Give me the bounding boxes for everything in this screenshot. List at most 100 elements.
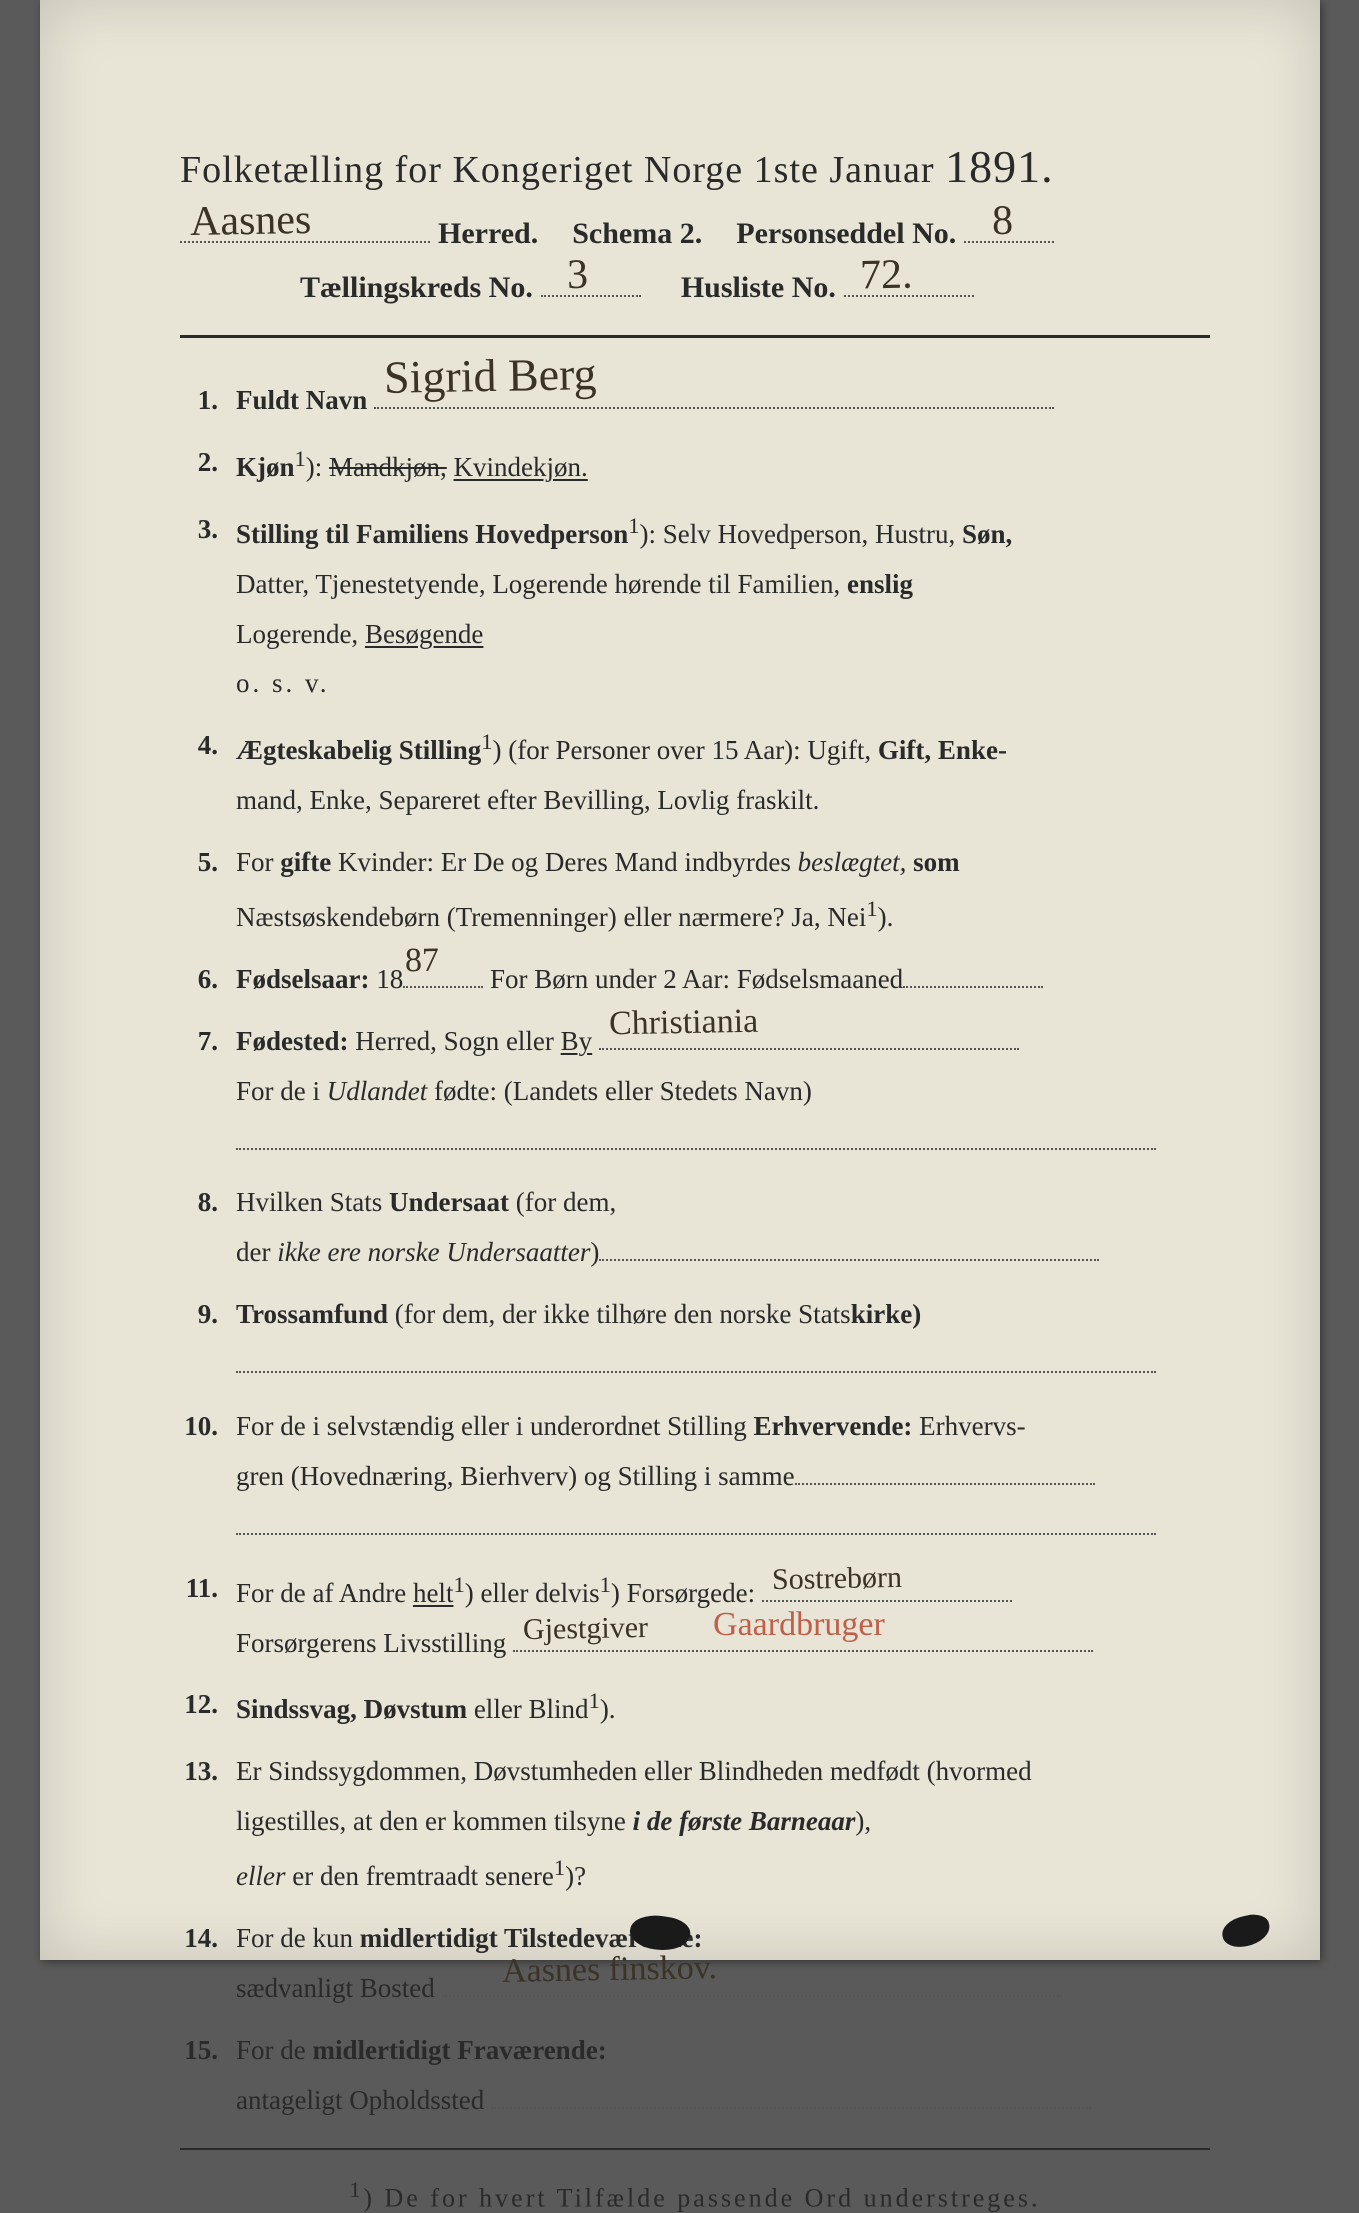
subtitle-row-1: Aasnes Herred. Schema 2. Personseddel No… xyxy=(180,207,1210,251)
kreds-label: Tællingskreds No. xyxy=(300,271,533,305)
q10-t2: gren (Hovednæring, Bierhverv) og Stillin… xyxy=(236,1461,795,1491)
q13-t3b: er den fremtraadt senere xyxy=(285,1861,553,1891)
q10-erhvs: Erhvervs- xyxy=(912,1411,1025,1441)
q15-field xyxy=(491,2082,1091,2109)
q11-sup1: 1 xyxy=(453,1572,464,1597)
q15-t2: antageligt Opholdssted xyxy=(236,2085,484,2115)
footnote: 1) De for hvert Tilfælde passende Ord un… xyxy=(180,2178,1210,2213)
q7-line2: For de i Udlandet fødte: (Landets eller … xyxy=(180,1069,1210,1115)
q3-line2: Datter, Tjenestetyende, Logerende hørend… xyxy=(180,562,1210,608)
q3-text1: ): Selv Hovedperson, Hustru, xyxy=(640,519,962,549)
q3-text2: Datter, Tjenestetyende, Logerende hørend… xyxy=(236,569,847,599)
husliste-value: 72. xyxy=(859,251,912,300)
q1-field: Sigrid Berg xyxy=(374,382,1054,409)
q13-end: )? xyxy=(565,1861,586,1891)
q7-line3 xyxy=(180,1119,1210,1165)
q15-midl: midlertidigt Fraværende: xyxy=(313,2035,607,2065)
q13-num: 13. xyxy=(180,1749,236,1795)
q15-num: 15. xyxy=(180,2028,236,2074)
q15-line2: antageligt Opholdssted xyxy=(180,2078,1210,2124)
q5-text2: Næstsøskendebørn (Tremenninger) eller næ… xyxy=(236,902,866,932)
q10-erhv: Erhvervende: xyxy=(753,1411,912,1441)
q9-num: 9. xyxy=(180,1292,236,1338)
q14-value: Aasnes finskov. xyxy=(501,1939,717,2001)
q8-ikke: ikke ere norske Undersaatter xyxy=(277,1237,590,1267)
subtitle-row-2: Tællingskreds No. 3 Husliste No. 72. xyxy=(180,261,1210,305)
schema-label: Schema 2. xyxy=(572,217,702,251)
q6-year-value: 87 xyxy=(405,932,440,990)
q4-label: Ægteskabelig Stilling xyxy=(236,735,481,765)
q4-line2: mand, Enke, Separeret efter Bevilling, L… xyxy=(180,778,1210,824)
q7-by: By xyxy=(561,1026,593,1056)
q5-end: ). xyxy=(878,902,894,932)
q13-t2b: ), xyxy=(855,1806,871,1836)
q10-t1: For de i selvstændig eller i underordnet… xyxy=(236,1411,753,1441)
q8-t2a: der xyxy=(236,1237,277,1267)
q5-pre: For xyxy=(236,847,280,877)
q5-num: 5. xyxy=(180,840,236,886)
husliste-field: 72. xyxy=(844,261,974,297)
q7-field: Christiania xyxy=(599,1023,1019,1050)
q10-num: 10. xyxy=(180,1404,236,1450)
q14-t2: sædvanligt Bosted xyxy=(236,1973,435,2003)
q3-text3: Logerende, xyxy=(236,619,365,649)
q7-t2b: fødte: (Landets eller Stedets Navn) xyxy=(427,1076,812,1106)
personseddel-field: 8 xyxy=(964,207,1054,243)
footnote-sup: 1 xyxy=(350,2178,364,2202)
q8-num: 8. xyxy=(180,1180,236,1226)
question-13: 13. Er Sindssygdommen, Døvstumheden elle… xyxy=(180,1749,1210,1795)
q14-t1a: For de kun xyxy=(236,1923,360,1953)
q6-year-field: 87 xyxy=(403,961,483,988)
q12-rest: eller Blind xyxy=(467,1694,588,1724)
q4-num: 4. xyxy=(180,723,236,774)
q11-hw2: Gjestgiver xyxy=(523,1602,649,1655)
q3-son: Søn, xyxy=(962,519,1012,549)
personseddel-label: Personseddel No. xyxy=(736,217,956,251)
q7-num: 7. xyxy=(180,1019,236,1065)
q7-label: Fødested: xyxy=(236,1026,348,1056)
form-title: Folketælling for Kongeriget Norge 1ste J… xyxy=(180,140,1210,193)
census-form-page: Folketælling for Kongeriget Norge 1ste J… xyxy=(40,0,1320,1960)
q10-line2: gren (Hovednæring, Bierhverv) og Stillin… xyxy=(180,1454,1210,1500)
q13-ide: i de første Barneaar xyxy=(633,1806,856,1836)
q3-enslig: enslig xyxy=(847,569,913,599)
question-1: 1. Fuldt Navn Sigrid Berg xyxy=(180,378,1210,424)
q11-red: Gaardbruger xyxy=(713,1596,885,1654)
q14-line2: sædvanligt Bosted Aasnes finskov. xyxy=(180,1966,1210,2012)
q4-text2: mand, Enke, Separeret efter Bevilling, L… xyxy=(236,785,819,815)
q12-sup: 1 xyxy=(589,1688,600,1713)
question-2: 2. Kjøn1): Mandkjøn, Kvindekjøn. xyxy=(180,440,1210,491)
q8-undersaat: Undersaat xyxy=(389,1187,509,1217)
q14-num: 14. xyxy=(180,1916,236,1962)
q9-rest: (for dem, der ikke tilhøre den norske St… xyxy=(388,1299,851,1329)
question-10: 10. For de i selvstændig eller i underor… xyxy=(180,1404,1210,1450)
q3-line4: o. s. v. xyxy=(180,661,1210,707)
q3-osv: o. s. v. xyxy=(236,668,330,698)
question-9: 9. Trossamfund (for dem, der ikke tilhør… xyxy=(180,1292,1210,1338)
inkblot-2 xyxy=(1219,1911,1272,1950)
kreds-field: 3 xyxy=(541,261,641,297)
q12-end: ). xyxy=(600,1694,616,1724)
q13-sup: 1 xyxy=(554,1855,565,1880)
q3-label: Stilling til Familiens Hovedperson xyxy=(236,519,628,549)
question-4: 4. Ægteskabelig Stilling1) (for Personer… xyxy=(180,723,1210,774)
q9-line2 xyxy=(180,1342,1210,1388)
q7-value: Christiania xyxy=(608,993,758,1053)
q9-kirke: kirke) xyxy=(851,1299,922,1329)
q13-t1: Er Sindssygdommen, Døvstumheden eller Bl… xyxy=(236,1756,1032,1786)
q8-line2: der ikke ere norske Undersaatter) xyxy=(180,1230,1210,1276)
q6-month-field xyxy=(903,961,1043,988)
q9-label: Trossamfund xyxy=(236,1299,388,1329)
question-5: 5. For gifte Kvinder: Er De og Deres Man… xyxy=(180,840,1210,886)
q12-num: 12. xyxy=(180,1682,236,1733)
q7-udlandet: Udlandet xyxy=(327,1076,428,1106)
q8-t1b: (for dem, xyxy=(509,1187,616,1217)
q11-field2: Gjestgiver Gaardbruger xyxy=(513,1625,1093,1652)
q11-helt: helt xyxy=(413,1578,454,1608)
q2-opt-mand: Mandkjøn, xyxy=(329,452,447,482)
herred-field: Aasnes xyxy=(180,207,430,243)
question-12: 12. Sindssvag, Døvstum eller Blind1). xyxy=(180,1682,1210,1733)
divider-bottom xyxy=(180,2148,1210,2150)
q2-opt-kvinde: Kvindekjøn. xyxy=(454,452,588,482)
q15-t1a: For de xyxy=(236,2035,313,2065)
